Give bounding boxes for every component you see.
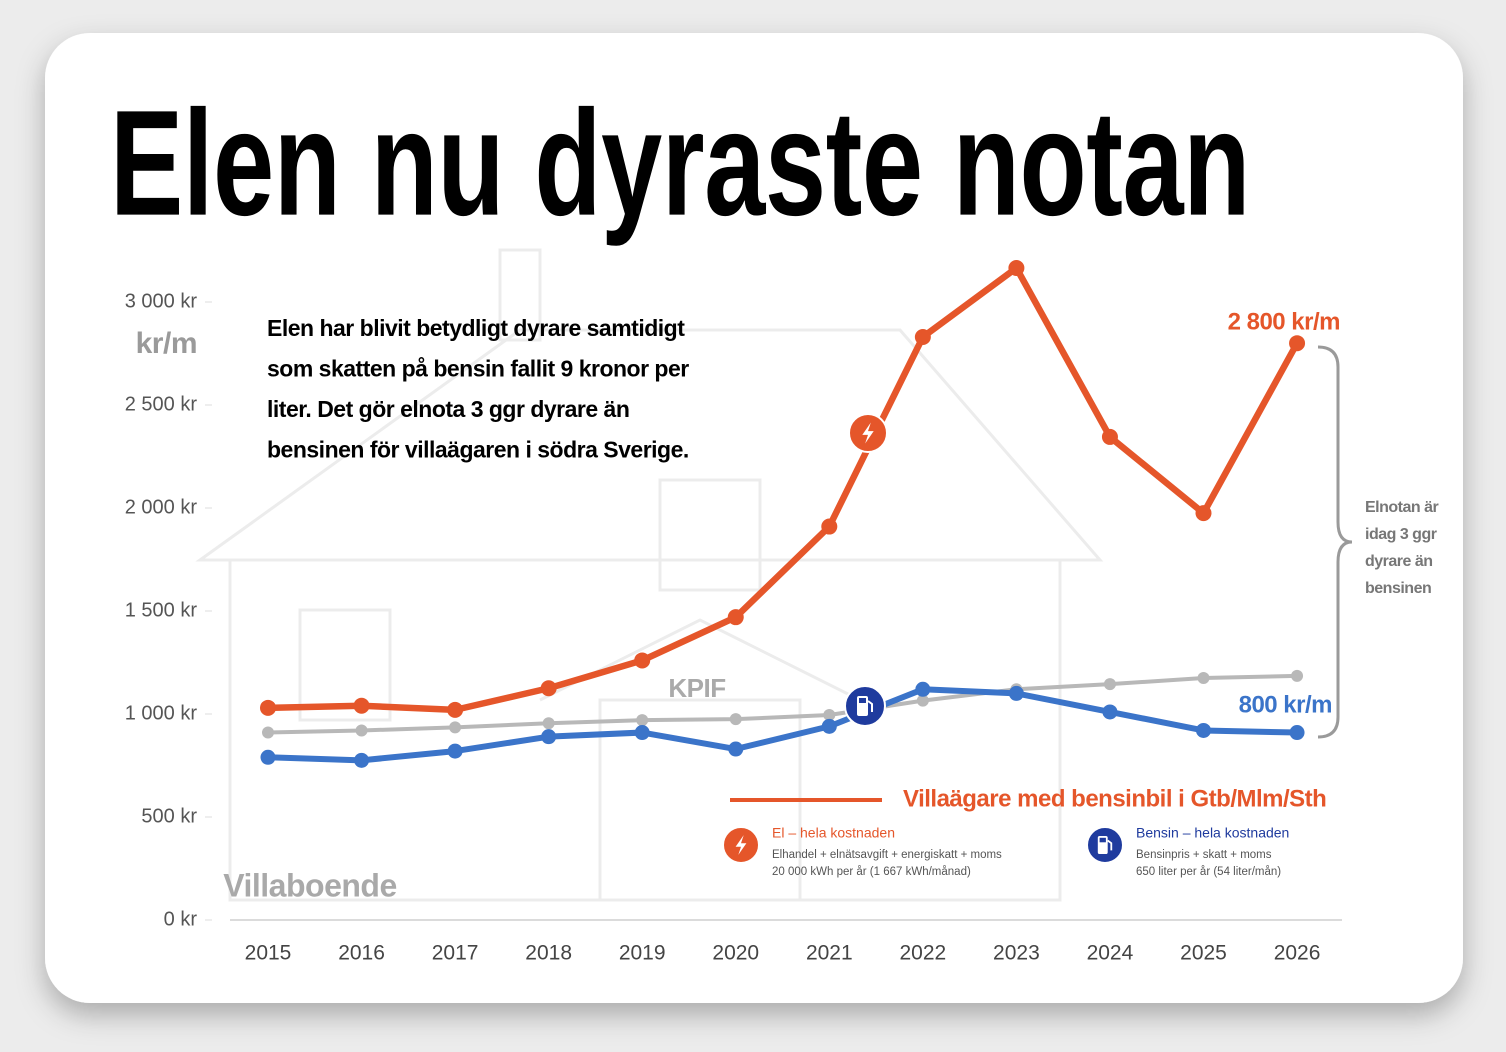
legend-detail: Bensinpris + skatt + moms bbox=[1136, 849, 1272, 861]
legend-detail: Elhandel + elnätsavgift + energiskatt + … bbox=[772, 849, 1002, 861]
y-tick-label: 3 000 kr bbox=[125, 290, 198, 312]
data-point bbox=[728, 741, 744, 757]
data-point bbox=[914, 329, 931, 346]
data-point bbox=[260, 699, 276, 716]
data-point bbox=[449, 721, 462, 734]
icon-pump-window bbox=[1099, 837, 1106, 843]
y-tick-label: 2 000 kr bbox=[125, 496, 198, 518]
y-axis-label: kr/m bbox=[136, 327, 197, 360]
data-point bbox=[447, 701, 464, 718]
background-label: Villaboende bbox=[223, 867, 397, 903]
end-label: 2 800 kr/m bbox=[1228, 308, 1340, 335]
data-point bbox=[634, 725, 650, 741]
data-point bbox=[1101, 428, 1118, 445]
x-tick-label: 2025 bbox=[1180, 942, 1227, 965]
y-tick-label: 1 500 kr bbox=[125, 599, 198, 621]
data-point bbox=[634, 652, 651, 669]
legend-title: El – hela kostnaden bbox=[772, 825, 895, 841]
icon-bolt bbox=[735, 835, 747, 855]
y-tick-label: 500 kr bbox=[141, 805, 197, 827]
bracket-note: idag 3 ggr bbox=[1365, 526, 1437, 543]
data-point bbox=[1102, 704, 1118, 720]
y-tick-label: 2 500 kr bbox=[125, 393, 198, 415]
data-point bbox=[353, 697, 370, 714]
x-tick-label: 2020 bbox=[712, 942, 759, 965]
x-tick-label: 2026 bbox=[1274, 942, 1321, 965]
data-point bbox=[1196, 722, 1211, 738]
series-line bbox=[267, 686, 1298, 764]
bracket bbox=[1317, 345, 1353, 739]
x-tick-label: 2024 bbox=[1087, 942, 1134, 965]
data-point bbox=[540, 680, 557, 697]
data-point bbox=[1289, 335, 1306, 352]
data-point bbox=[1103, 678, 1116, 691]
series-line bbox=[267, 264, 1300, 714]
data-point bbox=[636, 714, 649, 727]
x-tick-label: 2017 bbox=[432, 942, 479, 965]
x-tick-label: 2015 bbox=[245, 942, 292, 965]
icon-pump-hose bbox=[1107, 839, 1113, 851]
line-legend-text: Villaägare med bensinbil i Gtb/Mlm/Sth bbox=[903, 785, 1326, 812]
x-tick-label: 2019 bbox=[619, 942, 666, 965]
series-line bbox=[267, 673, 1298, 735]
legend-detail: 20 000 kWh per år (1 667 kWh/månad) bbox=[772, 866, 971, 878]
data-point bbox=[542, 717, 555, 730]
x-tick-label: 2023 bbox=[993, 942, 1040, 965]
data-point bbox=[1195, 505, 1212, 522]
data-point bbox=[823, 709, 836, 722]
data-point bbox=[447, 743, 463, 759]
data-point bbox=[262, 726, 274, 739]
legend-title: Bensin – hela kostnaden bbox=[1136, 825, 1289, 841]
x-tick-label: 2021 bbox=[806, 942, 853, 965]
data-point bbox=[727, 609, 744, 626]
legend-detail: 650 liter per år (54 liter/mån) bbox=[1136, 866, 1281, 878]
y-tick-label: 1 000 kr bbox=[125, 702, 198, 724]
subtitle: liter. Det gör elnota 3 ggr dyrare än bbox=[267, 396, 629, 422]
data-point bbox=[916, 694, 929, 707]
chart-title: Elen nu dyraste notan bbox=[110, 79, 1250, 247]
bracket-note: dyrare än bbox=[1365, 553, 1433, 570]
y-tick-label: 0 kr bbox=[164, 908, 198, 930]
data-point bbox=[1291, 669, 1304, 682]
data-point bbox=[821, 518, 838, 535]
data-point bbox=[354, 752, 370, 768]
data-point bbox=[260, 749, 276, 765]
data-point bbox=[1289, 725, 1305, 741]
data-point bbox=[821, 718, 837, 734]
subtitle: som skatten på bensin fallit 9 kronor pe… bbox=[267, 356, 689, 382]
subtitle: bensinen för villaägaren i södra Sverige… bbox=[267, 437, 689, 463]
series-label: KPIF bbox=[668, 673, 725, 703]
data-point bbox=[355, 724, 368, 737]
data-point bbox=[915, 681, 931, 697]
card bbox=[45, 33, 1463, 1003]
data-point bbox=[1197, 671, 1210, 684]
data-point bbox=[729, 713, 742, 726]
data-point bbox=[541, 729, 557, 745]
icon-bolt bbox=[862, 422, 874, 444]
end-label: 800 kr/m bbox=[1239, 691, 1332, 718]
x-tick-label: 2018 bbox=[525, 942, 572, 965]
bracket-note: bensinen bbox=[1365, 580, 1431, 597]
subtitle: Elen har blivit betydligt dyrare samtidi… bbox=[267, 315, 685, 341]
bracket-note: Elnotan är bbox=[1365, 499, 1439, 516]
x-tick-label: 2022 bbox=[899, 942, 946, 965]
data-point bbox=[1008, 260, 1025, 277]
icon-pump-hose bbox=[867, 700, 873, 712]
data-point bbox=[1008, 685, 1024, 701]
icon-pump-window bbox=[859, 698, 866, 703]
x-tick-label: 2016 bbox=[338, 942, 385, 965]
